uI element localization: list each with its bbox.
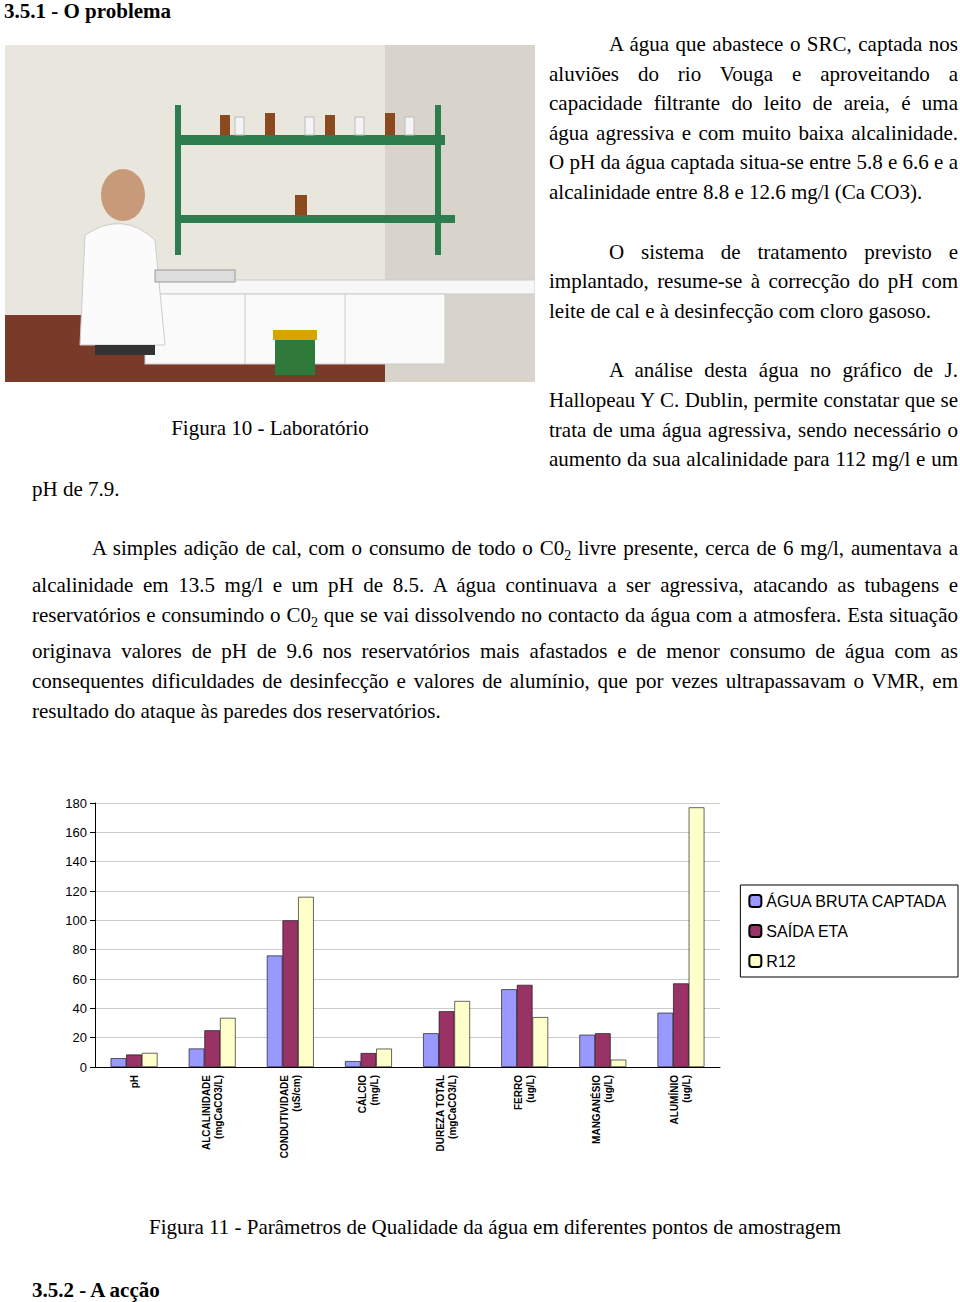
svg-text:(mgCaCO3/L): (mgCaCO3/L): [447, 1075, 458, 1139]
svg-text:0: 0: [80, 1060, 87, 1075]
html-text:2que se vai dissolvendo no con: 2que se vai dissolvendo no contacto da á…: [32, 602, 958, 723]
svg-text:(ug/L): (ug/L): [525, 1075, 536, 1103]
svg-text:120: 120: [65, 884, 87, 899]
svg-text:ÁGUA BRUTA CAPTADA: ÁGUA BRUTA CAPTADA: [766, 892, 946, 910]
svg-text:MANGANÉSIO: MANGANÉSIO: [590, 1075, 602, 1144]
html-text:Figura 11 - Parâmetros de Qual: Figura 11 - Parâmetros de Qualidade da á…: [149, 1215, 841, 1239]
html-text:2livre presente, cerca de 6 mg: 2livre presente, cerca de 6 mg/l, aument…: [32, 536, 958, 627]
html-text:O sistema de tratamento previs: O sistema de tratamento previsto e impla…: [549, 239, 958, 323]
svg-text:100: 100: [65, 913, 87, 928]
svg-text:R12: R12: [766, 953, 795, 970]
svg-text:(ug/L): (ug/L): [603, 1075, 614, 1103]
html-text:A análise desta água no gráfic: A análise desta água no gráfico de J. Ha…: [32, 358, 958, 501]
svg-text:160: 160: [65, 825, 87, 840]
svg-text:DUREZA TOTAL: DUREZA TOTAL: [435, 1075, 446, 1151]
svg-text:40: 40: [73, 1001, 87, 1016]
html-text:A água que abastece o SRC, cap: A água que abastece o SRC, captada nos a…: [549, 32, 958, 204]
html-text:3.5.1 - O problema: 3.5.1 - O problema: [4, 0, 171, 23]
svg-text:(ug/L): (ug/L): [681, 1075, 692, 1103]
html-text:A simples adição de cal, com o: A simples adição de cal, com o consumo d…: [92, 536, 565, 561]
svg-text:(mg/L): (mg/L): [369, 1075, 380, 1106]
svg-text:SAÍDA ETA: SAÍDA ETA: [766, 922, 848, 940]
svg-text:FERRO: FERRO: [513, 1075, 524, 1110]
svg-text:80: 80: [73, 942, 87, 957]
svg-text:(mgCaCO3/L): (mgCaCO3/L): [213, 1075, 224, 1139]
svg-text:60: 60: [73, 972, 87, 987]
svg-text:ALUMÍNIO: ALUMÍNIO: [668, 1075, 680, 1125]
html-text:Figura 10 - Laboratório: Figura 10 - Laboratório: [171, 416, 369, 440]
svg-text:pH: pH: [129, 1075, 140, 1088]
svg-text:CONDUTIVIDADE: CONDUTIVIDADE: [279, 1075, 290, 1159]
svg-text:140: 140: [65, 854, 87, 869]
svg-text:20: 20: [73, 1030, 87, 1045]
html-text:3.5.2 - A acção: 3.5.2 - A acção: [32, 1278, 160, 1302]
svg-text:180: 180: [65, 796, 87, 811]
svg-text:CÁLCIO: CÁLCIO: [356, 1075, 368, 1114]
svg-text:ALCALINIDADE: ALCALINIDADE: [201, 1075, 212, 1150]
svg-text:(uS/cm): (uS/cm): [291, 1075, 302, 1112]
